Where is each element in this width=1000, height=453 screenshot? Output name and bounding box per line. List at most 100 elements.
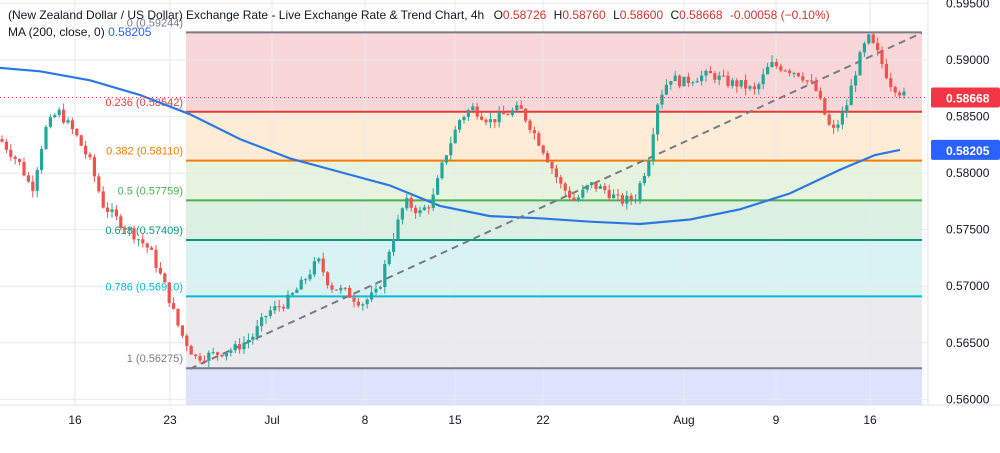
candle-body	[836, 124, 840, 128]
candle-body	[730, 80, 734, 86]
y-tick-label: 0.58000	[946, 166, 990, 180]
candle-body	[783, 70, 787, 72]
candle-body	[625, 195, 629, 204]
candle-body	[440, 162, 444, 179]
candle-body	[761, 74, 765, 85]
candle-body	[770, 62, 774, 67]
candle-body	[713, 73, 717, 80]
candle-body	[158, 268, 162, 274]
candle-body	[620, 195, 624, 204]
candle-body	[106, 207, 110, 212]
candle-body	[229, 350, 233, 353]
ma-line	[0, 66, 901, 226]
candle-body	[537, 133, 541, 146]
candle-body	[484, 119, 488, 123]
candle-body	[405, 198, 409, 209]
candle-body	[70, 120, 74, 129]
candle-body	[779, 66, 783, 71]
candle-body	[246, 339, 250, 343]
candle-body	[651, 134, 655, 161]
candle-body	[638, 183, 642, 200]
candle-body	[524, 108, 528, 121]
candle-body	[453, 129, 457, 144]
candle-body	[189, 346, 193, 355]
candle-body	[497, 111, 501, 123]
candle-body	[550, 162, 554, 169]
ohlc-open: 0.58726	[502, 8, 547, 22]
candle-body	[198, 356, 202, 361]
candle-body	[194, 354, 198, 357]
candle-body	[286, 294, 290, 309]
ma-indicator-value: 0.58205	[108, 25, 152, 39]
ohlc-high-label: H	[553, 8, 563, 22]
candle-body	[35, 169, 39, 191]
candle-body	[458, 120, 462, 130]
candle-body	[818, 90, 822, 99]
ohlc-change: -0.00058 (−0.10%)	[729, 8, 830, 22]
ma-price-tag	[931, 139, 1000, 160]
y-tick-label: 0.56000	[946, 392, 990, 406]
candle-body	[211, 352, 215, 354]
candle-body	[744, 80, 748, 89]
candle-body	[660, 94, 664, 105]
candle-body	[4, 141, 8, 150]
candle-body	[695, 81, 699, 83]
candle-body	[132, 228, 136, 240]
fib-level-label: 0.382 (0.58110)	[106, 146, 183, 158]
candle-body	[691, 82, 695, 84]
candle-body	[400, 208, 404, 220]
candle-body	[356, 301, 360, 306]
candle-body	[678, 75, 682, 87]
candle-body	[840, 112, 844, 125]
candle-body	[154, 249, 158, 269]
candle-body	[110, 209, 114, 212]
candle-body	[673, 75, 677, 82]
candle-body	[607, 190, 611, 199]
candle-body	[810, 80, 814, 82]
candle-body	[559, 177, 563, 184]
x-tick-label: 16	[863, 413, 877, 427]
candle-body	[348, 287, 352, 298]
candle-body	[554, 168, 558, 178]
candle-body	[528, 120, 532, 131]
candle-body	[40, 148, 44, 170]
candle-body	[330, 285, 334, 290]
candle-body	[409, 198, 413, 208]
candle-body	[845, 105, 849, 113]
candle-body	[202, 360, 206, 362]
candle-body	[180, 325, 184, 336]
x-tick-label: Aug	[673, 413, 694, 427]
candle-body	[308, 274, 312, 280]
candle-body	[22, 161, 26, 176]
last-price-tag-label: 0.58668	[946, 92, 990, 106]
candle-body	[598, 186, 602, 189]
candle-body	[150, 247, 154, 250]
trend-line	[189, 31, 923, 370]
candle-body	[312, 261, 316, 275]
candle-body	[422, 207, 426, 211]
candle-body	[75, 128, 79, 136]
candle-body	[629, 195, 633, 200]
candle-body	[167, 282, 171, 304]
candle-body	[858, 52, 862, 76]
ohlc-low-label: L	[613, 8, 620, 22]
candle-body	[664, 84, 668, 95]
candle-body	[326, 272, 330, 286]
candle-body	[339, 287, 343, 291]
candle-body	[585, 185, 589, 190]
candle-body	[766, 66, 770, 75]
candle-body	[546, 153, 550, 163]
candle-body	[568, 190, 572, 198]
ohlc-close: 0.58668	[679, 8, 723, 22]
candle-body	[796, 72, 800, 77]
fib-zone	[186, 160, 922, 201]
candle-body	[871, 34, 875, 44]
candle-body	[572, 197, 576, 201]
candle-body	[594, 182, 598, 189]
candle-body	[704, 70, 708, 76]
fib-level-label: 0.236 (0.58542)	[105, 97, 183, 109]
ma-indicator-label[interactable]: MA (200, close, 0)	[8, 25, 105, 39]
candle-body	[53, 115, 57, 118]
candle-body	[251, 336, 255, 340]
